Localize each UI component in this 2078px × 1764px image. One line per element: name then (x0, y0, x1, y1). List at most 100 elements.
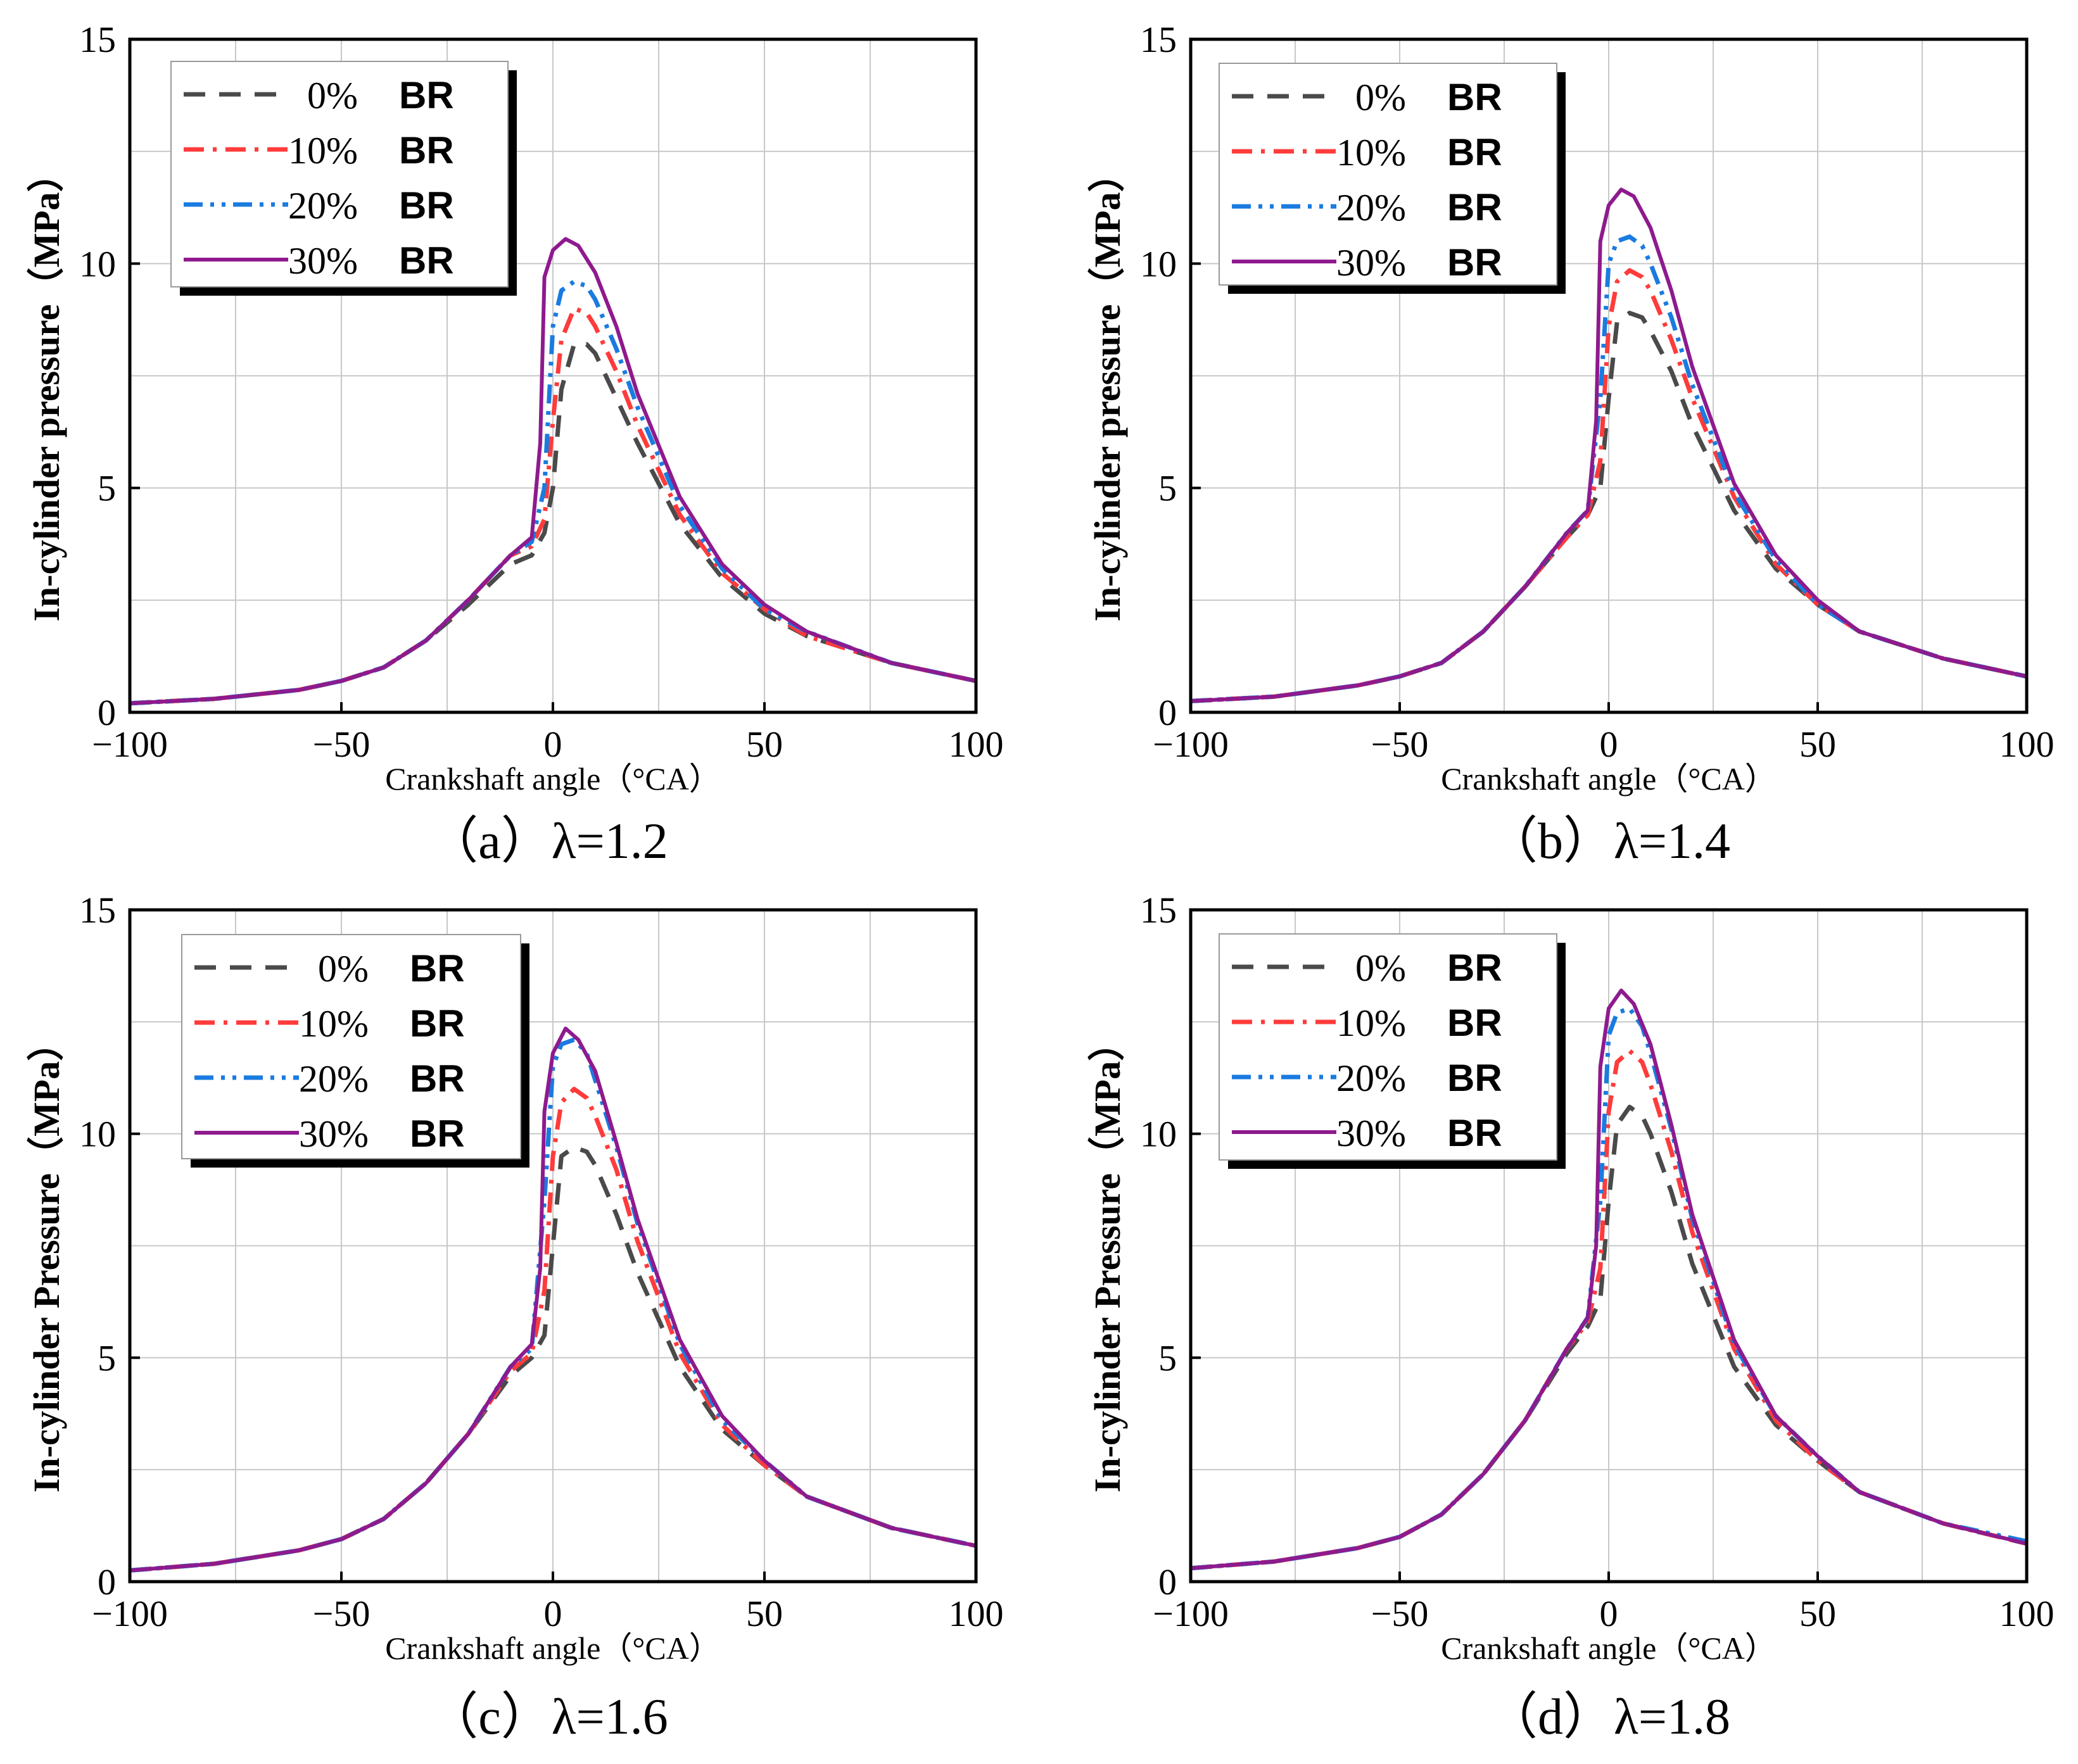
panel-caption: （d）λ=1.8 (1487, 1689, 1730, 1745)
legend-pct-label: 30% (288, 240, 358, 282)
legend-br-label: BR (1447, 241, 1502, 284)
x-axis-label: Crankshaft angle（°CA） (385, 761, 721, 797)
y-tick-label: 0 (1158, 1561, 1177, 1603)
legend-box (170, 61, 509, 287)
x-axis-label: Crankshaft angle（°CA） (1441, 1630, 1777, 1666)
series-line-0pct-br (130, 342, 976, 706)
legend-box (1219, 933, 1557, 1161)
legend-br-label: BR (1447, 1057, 1502, 1099)
legend-br-label: BR (1447, 1112, 1502, 1154)
series-line-10pct-br (1191, 1049, 2027, 1571)
series-line-20pct-br (130, 279, 976, 706)
legend-pct-label: 30% (299, 1113, 369, 1155)
y-tick-label: 10 (1140, 1114, 1177, 1155)
legend-pct-label: 0% (1355, 947, 1406, 989)
series-line-20pct-br (130, 1037, 976, 1573)
series-group (1191, 187, 2027, 703)
x-tick-label: 0 (1600, 1593, 1618, 1634)
x-tick-label: −100 (92, 1593, 168, 1634)
y-tick-label: 15 (79, 19, 116, 60)
x-tick-label: −100 (1153, 724, 1229, 765)
series-line-10pct-br (130, 306, 976, 706)
x-tick-label: 0 (1600, 724, 1618, 765)
series-line-30pct-br (130, 1026, 976, 1573)
x-tick-label: 100 (1999, 1593, 2055, 1634)
legend-br-label: BR (399, 184, 454, 227)
panel-b: −100 −50 0 50 100 0 5 10 15 Crankshaft angle（°CA）… (1087, 19, 2055, 869)
legend-br-label: BR (399, 74, 454, 117)
series-group (130, 1026, 976, 1573)
legend: 0% BR 10% BR 20% BR 30% BR (181, 934, 529, 1168)
x-tick-label: −50 (313, 724, 371, 765)
series-group (130, 237, 976, 706)
x-tick-label: −50 (313, 1593, 371, 1634)
series-line-0pct-br (1191, 310, 2027, 703)
legend-pct-label: 20% (288, 185, 358, 227)
series-line-10pct-br (130, 1087, 976, 1573)
y-tick-label: 15 (79, 890, 116, 931)
legend-pct-label: 10% (1336, 132, 1406, 173)
panel-caption: （b）λ=1.4 (1487, 814, 1730, 869)
legend: 0% BR 10% BR 20% BR 30% BR (1219, 63, 1566, 294)
legend-pct-label: 0% (1355, 77, 1406, 118)
legend-br-label: BR (1447, 947, 1502, 989)
panel-a: −100 −50 0 50 100 0 5 10 15 Crankshaft angle（°CA）… (26, 19, 1004, 869)
legend-br-label: BR (410, 947, 465, 990)
panel-caption: （c）λ=1.6 (428, 1689, 668, 1745)
x-tick-label: 100 (949, 724, 1004, 765)
x-tick-label: −100 (1153, 1593, 1229, 1634)
y-axis-label: In-cylinder Pressure（MPa） (1087, 1024, 1128, 1492)
x-tick-label: 100 (949, 1593, 1004, 1634)
x-axis-label: Crankshaft angle（°CA） (385, 1630, 721, 1666)
y-tick-label: 5 (1158, 468, 1177, 509)
series-line-30pct-br (1191, 988, 2027, 1570)
legend-pct-label: 10% (288, 130, 358, 172)
legend-pct-label: 0% (307, 75, 358, 117)
x-tick-label: 50 (746, 724, 783, 765)
x-tick-label: 0 (544, 724, 562, 765)
x-tick-label: −100 (92, 724, 168, 765)
y-tick-label: 0 (1158, 692, 1177, 733)
x-tick-label: −50 (1371, 1593, 1429, 1634)
y-tick-label: 5 (98, 468, 116, 509)
legend-pct-label: 0% (318, 948, 369, 990)
y-tick-label: 0 (98, 692, 116, 733)
x-tick-label: −50 (1371, 724, 1429, 765)
legend-br-label: BR (399, 239, 454, 282)
legend-box (181, 934, 521, 1159)
x-tick-label: 50 (1799, 724, 1836, 765)
series-group (1191, 988, 2027, 1571)
legend-br-label: BR (410, 1112, 465, 1155)
y-tick-label: 5 (98, 1337, 116, 1378)
panel-caption: （a）λ=1.2 (428, 814, 668, 869)
y-axis-label: In-cylinder Pressure（MPa） (26, 1024, 67, 1492)
legend-br-label: BR (1447, 76, 1502, 118)
legend-br-label: BR (399, 129, 454, 172)
legend-pct-label: 30% (1336, 242, 1406, 284)
x-tick-label: 100 (1999, 724, 2055, 765)
legend: 0% BR 10% BR 20% BR 30% BR (170, 61, 517, 296)
legend-br-label: BR (1447, 186, 1502, 229)
legend-pct-label: 10% (299, 1003, 369, 1045)
x-tick-label: 0 (544, 1593, 562, 1634)
legend-br-label: BR (1447, 131, 1502, 173)
y-tick-label: 10 (1140, 243, 1177, 284)
y-tick-label: 0 (98, 1561, 116, 1603)
legend: 0% BR 10% BR 20% BR 30% BR (1219, 933, 1566, 1169)
y-tick-label: 15 (1140, 19, 1177, 60)
series-line-30pct-br (1191, 187, 2027, 703)
y-axis-label: In-cylinder pressure（MPa） (1087, 155, 1128, 621)
x-tick-label: 50 (1799, 1593, 1836, 1634)
legend-pct-label: 10% (1336, 1002, 1406, 1044)
y-tick-label: 15 (1140, 890, 1177, 931)
y-axis-label: In-cylinder pressure（MPa） (26, 155, 67, 621)
y-tick-label: 10 (79, 243, 116, 284)
panel-c: −100 −50 0 50 100 0 5 10 15 Crankshaft angle（°CA）… (26, 890, 1004, 1745)
legend-pct-label: 20% (1336, 187, 1406, 229)
x-tick-label: 50 (746, 1593, 783, 1634)
legend-pct-label: 20% (1336, 1057, 1406, 1099)
y-tick-label: 5 (1158, 1337, 1177, 1378)
legend-br-label: BR (410, 1057, 465, 1100)
legend-box (1219, 63, 1557, 286)
